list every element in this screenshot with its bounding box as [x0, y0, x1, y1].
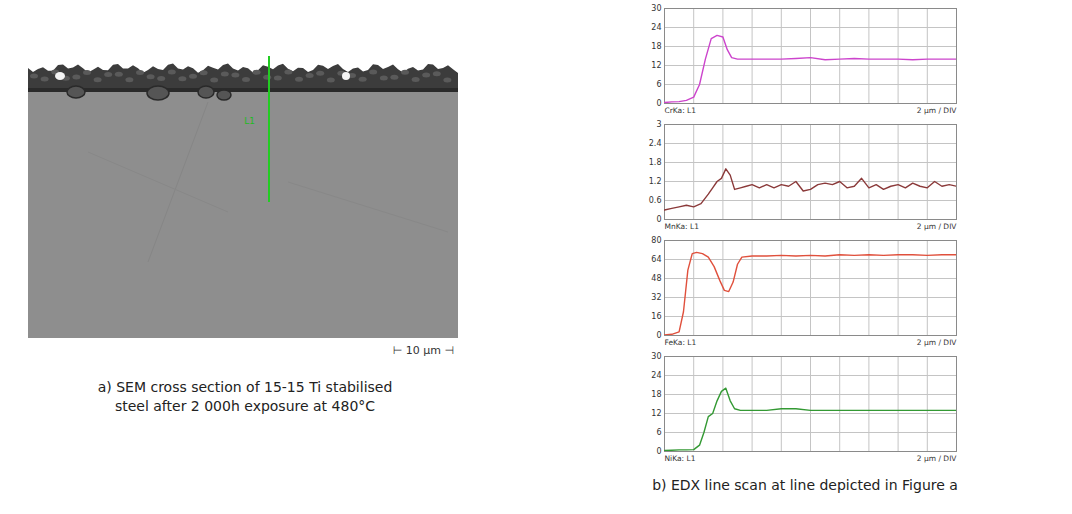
- svg-text:2.4: 2.4: [649, 139, 662, 148]
- svg-text:NiKa: L1: NiKa: L1: [665, 454, 696, 463]
- html-text:b) EDX line scan at line depic: b) EDX line scan at line depicted in Fig…: [652, 477, 958, 493]
- svg-text:12: 12: [651, 61, 661, 70]
- svg-text:24: 24: [651, 371, 661, 380]
- svg-text:80: 80: [651, 236, 661, 245]
- svg-text:⊢ 10 µm ⊣: ⊢ 10 µm ⊣: [393, 344, 454, 357]
- html-text:steel after 2 000h exposure at: steel after 2 000h exposure at 480°C: [114, 398, 376, 414]
- svg-text:0: 0: [656, 331, 661, 340]
- svg-text:2 µm / DIV: 2 µm / DIV: [917, 222, 958, 231]
- svg-text:18: 18: [651, 42, 661, 51]
- svg-text:18: 18: [651, 390, 661, 399]
- svg-text:6: 6: [656, 80, 661, 89]
- svg-text:L1: L1: [244, 116, 255, 126]
- svg-text:0: 0: [656, 99, 661, 108]
- svg-text:2 µm / DIV: 2 µm / DIV: [917, 454, 958, 463]
- svg-text:24: 24: [651, 23, 661, 32]
- svg-text:32: 32: [651, 293, 661, 302]
- svg-text:1.2: 1.2: [649, 177, 662, 186]
- svg-text:64: 64: [651, 255, 661, 264]
- svg-text:0: 0: [656, 447, 661, 456]
- svg-text:30: 30: [651, 4, 661, 13]
- svg-text:2 µm / DIV: 2 µm / DIV: [917, 338, 958, 347]
- svg-text:1.8: 1.8: [649, 158, 662, 167]
- svg-text:CrKa: L1: CrKa: L1: [665, 106, 697, 115]
- svg-text:30: 30: [651, 352, 661, 361]
- svg-text:0: 0: [656, 215, 661, 224]
- svg-text:2 µm / DIV: 2 µm / DIV: [917, 106, 958, 115]
- html-text:a) SEM cross section of 15-15: a) SEM cross section of 15-15 Ti stabili…: [97, 379, 393, 395]
- svg-text:12: 12: [651, 409, 661, 418]
- svg-text:MnKa: L1: MnKa: L1: [665, 222, 700, 231]
- svg-text:3: 3: [656, 120, 661, 129]
- svg-text:0.6: 0.6: [649, 196, 662, 205]
- svg-text:48: 48: [651, 274, 661, 283]
- svg-text:FeKa: L1: FeKa: L1: [665, 338, 697, 347]
- svg-text:6: 6: [656, 428, 661, 437]
- svg-text:16: 16: [651, 312, 661, 321]
